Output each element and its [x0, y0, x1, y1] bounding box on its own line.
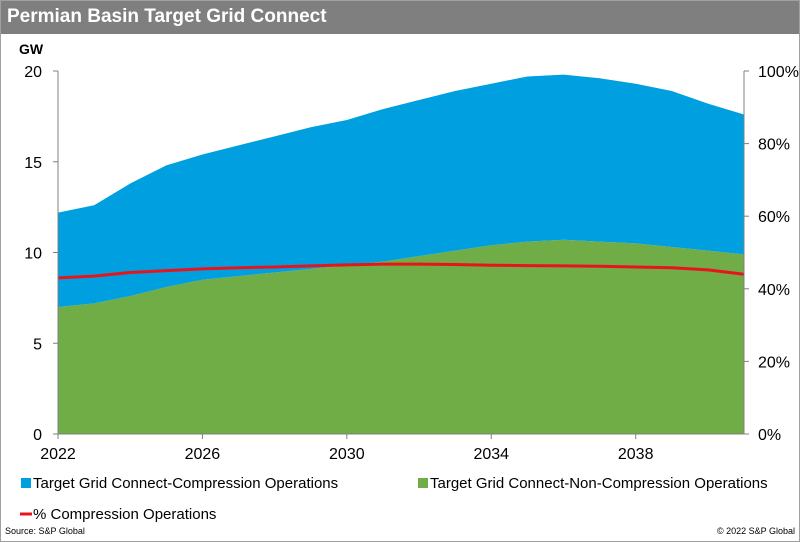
chart-title: Permian Basin Target Grid Connect: [7, 6, 327, 27]
title-bar: Permian Basin Target Grid Connect: [1, 1, 799, 34]
area-series-1: [58, 74, 744, 307]
y2-tick-label: 100%: [758, 64, 799, 81]
y-axis-label: GW: [19, 41, 44, 57]
y2-tick-label: 0%: [758, 427, 781, 444]
x-tick-label: 2030: [329, 446, 365, 463]
y-tick-label: 0: [33, 427, 42, 444]
percent-line: [57, 262, 745, 280]
x-tick-label: 2034: [473, 446, 509, 463]
source-note: Source: S&P Global: [5, 526, 85, 536]
y-tick-label: 5: [33, 336, 42, 353]
x-tick-label: 2038: [618, 446, 654, 463]
legend-swatch-non-compression: [418, 478, 428, 488]
y-tick-label: 20: [24, 64, 42, 81]
y2-tick-label: 80%: [758, 137, 790, 154]
legend-label-percent: % Compression Operations: [33, 506, 216, 523]
area-series-0: [58, 239, 744, 434]
y-tick-label: 10: [24, 246, 42, 263]
copyright-note: © 2022 S&P Global: [717, 526, 795, 536]
legend-swatch-compression: [21, 478, 31, 488]
legend-label-compression: Target Grid Connect-Compression Operatio…: [33, 475, 338, 492]
x-tick-label: 2026: [185, 446, 221, 463]
legend-label-non-compression: Target Grid Connect-Non-Compression Oper…: [430, 475, 768, 492]
y2-tick-label: 40%: [758, 282, 790, 299]
x-tick-label: 2022: [40, 446, 76, 463]
y-tick-label: 15: [24, 155, 42, 172]
y2-tick-label: 20%: [758, 354, 790, 371]
y2-tick-label: 60%: [758, 209, 790, 226]
